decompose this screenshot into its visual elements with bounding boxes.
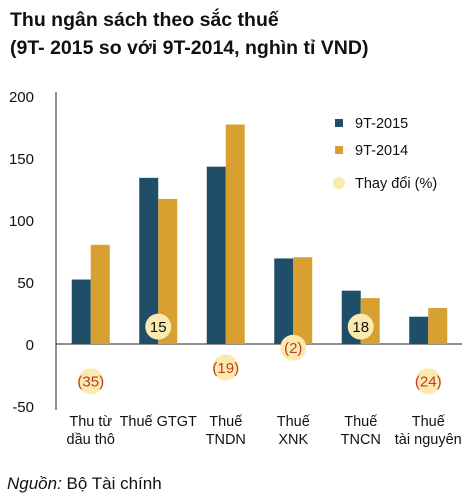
y-tick-label-5: -50	[12, 399, 34, 416]
x-category-label-3-1: XNK	[278, 432, 308, 448]
change-label-5: (24)	[415, 374, 442, 391]
chart-title-line-1: Thu ngân sách theo sắc thuế	[10, 9, 279, 31]
x-category-label-4-1: TNCN	[341, 432, 381, 448]
change-bubble-1	[145, 313, 172, 340]
change-label-0: (35)	[77, 374, 104, 391]
bar-series2-5	[428, 308, 448, 344]
legend-label-change: Thay đổi (%)	[355, 176, 437, 192]
x-category-label-4-0: Thuế	[344, 414, 377, 430]
bar-series1-2	[206, 166, 226, 344]
source-label: Nguồn:	[7, 474, 62, 493]
y-tick-label-1: 150	[9, 151, 34, 168]
legend-label-series1: 9T-2015	[355, 116, 408, 132]
bar-series1-0	[71, 279, 91, 344]
change-label-1: 15	[150, 319, 167, 336]
legend-swatch-change	[333, 177, 345, 189]
bar-series2-2	[225, 124, 245, 345]
x-category-label-0-0: Thu từ	[69, 414, 112, 430]
change-label-4: 18	[352, 319, 369, 336]
y-tick-label-2: 100	[9, 213, 34, 230]
bar-series1-3	[274, 258, 294, 344]
chart-title-line-2: (9T- 2015 so với 9T-2014, nghìn tỉ VND)	[10, 37, 369, 59]
y-tick-label-3: 50	[17, 275, 34, 292]
change-bubble-4	[347, 313, 374, 340]
y-tick-label-0: 200	[9, 89, 34, 106]
x-category-label-5-0: Thuế	[412, 414, 445, 430]
legend-swatch-series1	[335, 119, 343, 127]
x-category-label-1-0: Thuế GTGT	[120, 414, 197, 430]
bar-series2-3	[293, 257, 313, 344]
chart-title: Thu ngân sách theo sắc thuế (9T- 2015 so…	[10, 6, 465, 62]
change-label-2: (19)	[212, 360, 239, 377]
bar-series1-5	[409, 316, 429, 344]
y-tick-label-4: 0	[26, 337, 34, 354]
x-category-label-3-0: Thuế	[277, 414, 310, 430]
legend-label-series2: 9T-2014	[355, 143, 408, 159]
x-category-label-0-1: dầu thô	[67, 432, 115, 448]
bar-series1-1	[139, 177, 159, 344]
legend-swatch-series2	[335, 146, 343, 154]
bar-series2-0	[90, 244, 110, 344]
x-category-label-2-1: TNDN	[206, 432, 246, 448]
change-bubble-0	[77, 368, 104, 395]
change-label-3: (2)	[284, 340, 302, 357]
x-category-label-2-0: Thuế	[209, 414, 242, 430]
x-category-label-5-1: tài nguyên	[395, 432, 462, 448]
source-text: Bộ Tài chính	[61, 474, 162, 493]
change-bubble-3	[280, 334, 307, 361]
source-note: Nguồn: Bộ Tài chính	[7, 474, 162, 494]
change-bubble-2	[212, 354, 239, 381]
change-bubble-5	[415, 368, 442, 395]
bar-series2-1	[158, 198, 178, 344]
bar-chart: 200 150 100 50 0 -50 Thu từ dầu thô (35) Thuế GTG…	[9, 89, 462, 448]
